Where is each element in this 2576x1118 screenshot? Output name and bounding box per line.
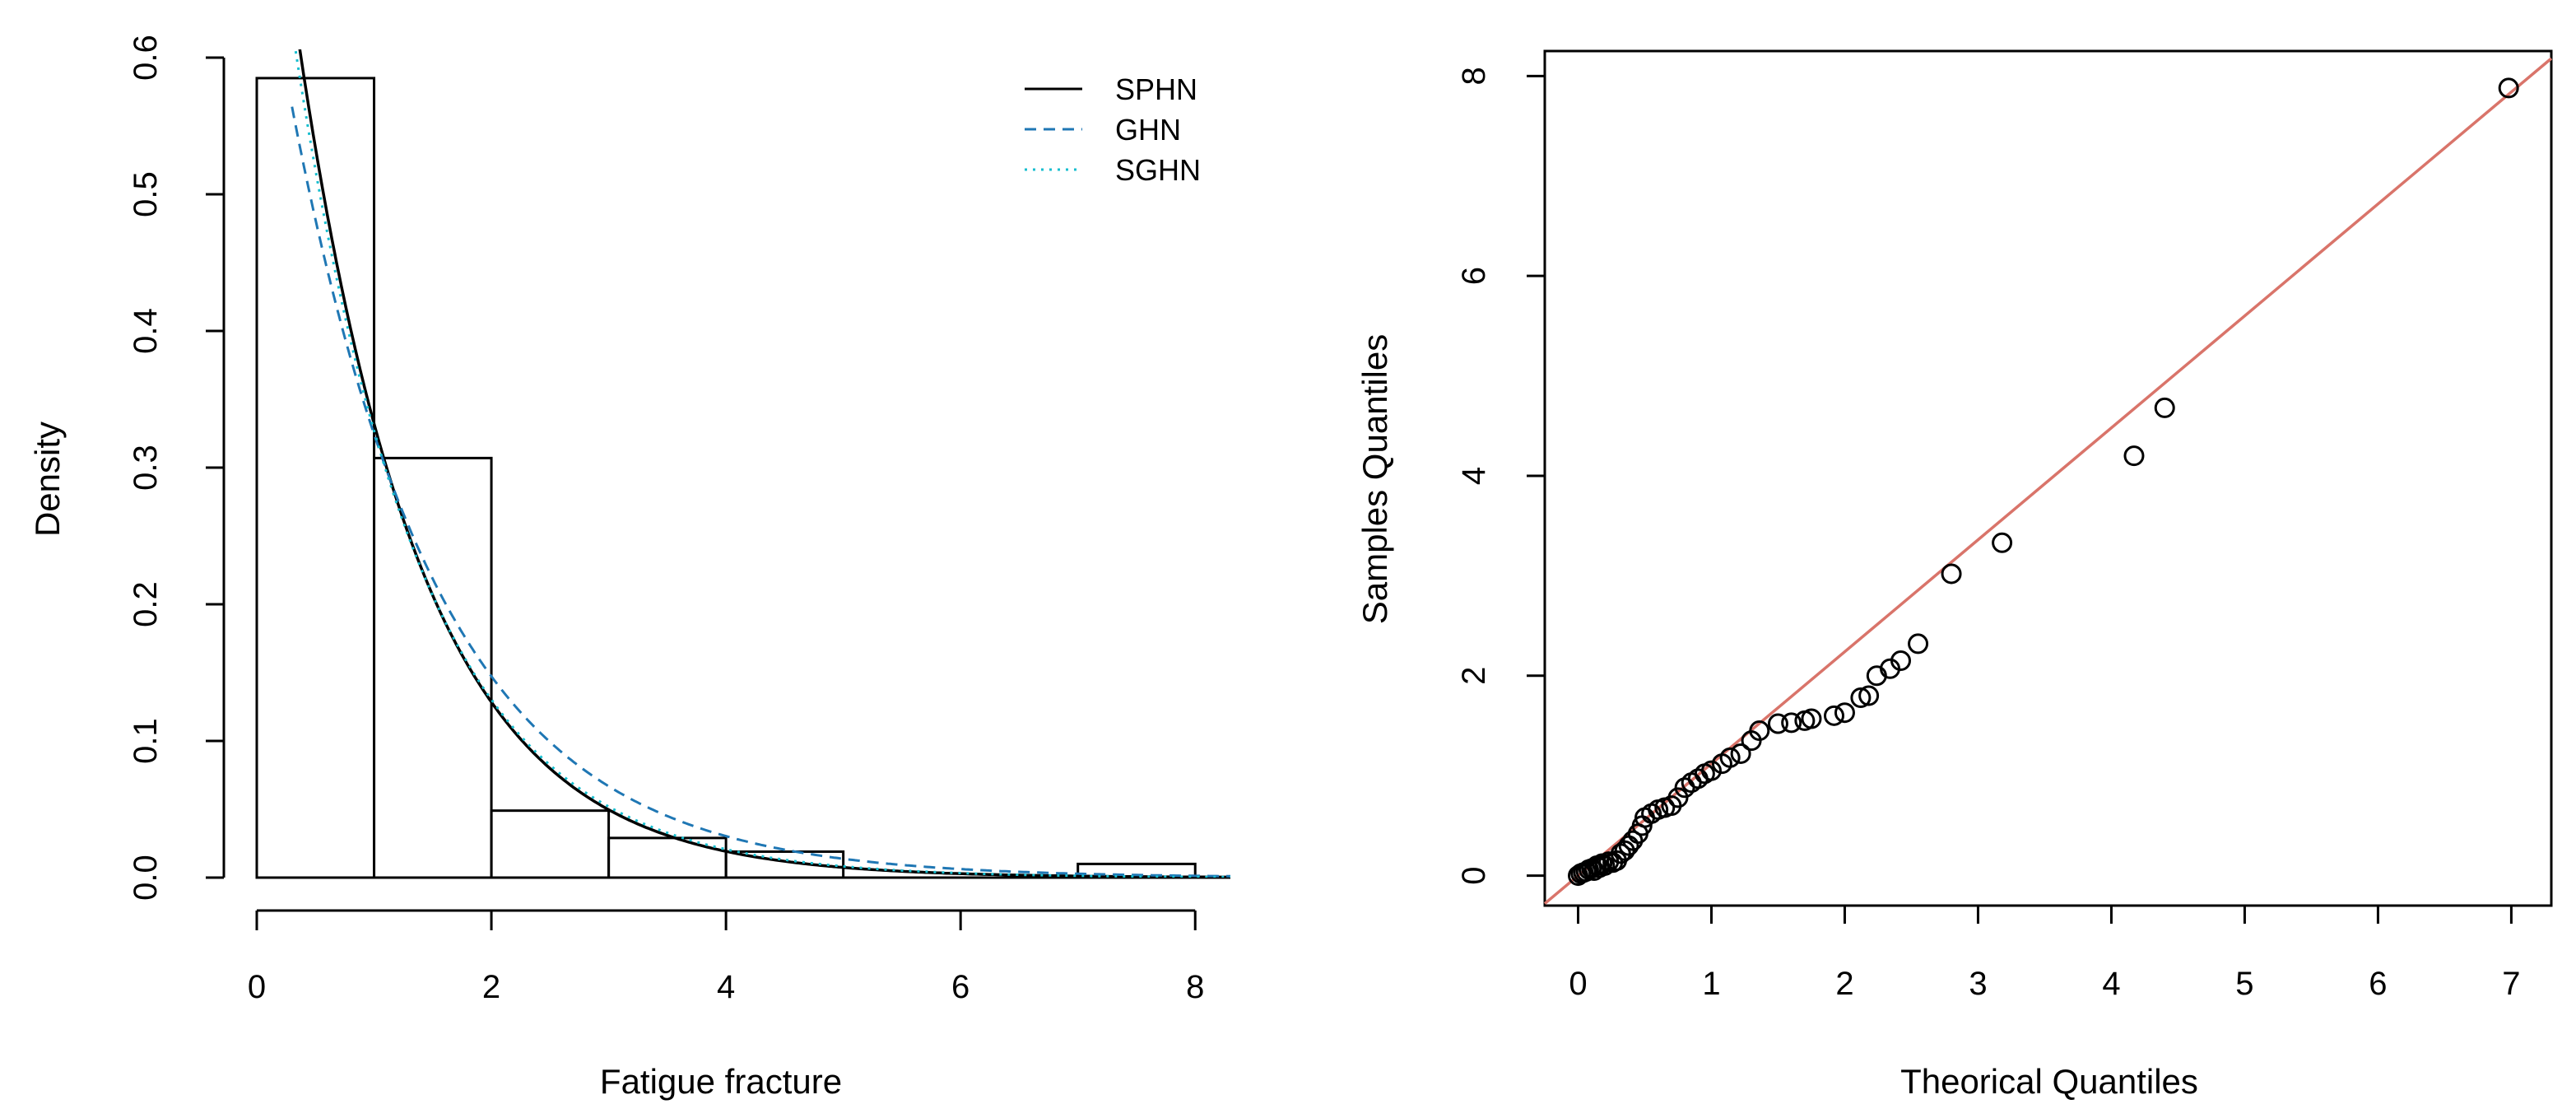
y-tick-label: 0.1 [128,718,164,764]
histogram-bars [255,77,1230,879]
density-curve-sghn [294,49,1230,878]
x-tick-label: 6 [951,969,969,1005]
qq-point [2498,77,2519,99]
legend: SPHN GHN SGHN [1025,72,1201,187]
x-ticks: 0 2 4 6 8 [248,911,1204,1005]
x-tick-label: 8 [1186,969,1204,1005]
qq-plot-panel: 0 1 2 3 4 5 6 7 0 2 4 6 8 Theorical Quantiles Sampl… [1355,49,2553,1101]
y-tick-label: 0.4 [128,308,164,354]
histogram-bar-0 [255,77,376,879]
x-axis-label: Fatigue fracture [600,1062,842,1101]
x-axis-label: Theorical Quantiles [1900,1062,2198,1101]
y-tick-label: 0.6 [128,35,164,81]
x-tick-label: 7 [2502,966,2520,1002]
qq-point [1801,708,1822,729]
x-tick-label: 6 [2369,966,2387,1002]
qq-point [1858,685,1880,706]
y-tick-label: 0 [1456,866,1492,884]
y-ticks: 0.0 0.1 0.2 0.3 0.4 0.5 0.6 [128,35,224,901]
qq-point [1824,705,1845,726]
qq-points [1567,77,2519,887]
y-tick-label: 8 [1456,67,1492,85]
x-tick-label: 5 [2235,966,2253,1002]
qq-point [1730,743,1751,764]
x-tick-label: 2 [1835,966,1853,1002]
density-curve-sphn [298,49,1230,878]
histogram-panel: 0 2 4 6 8 0.0 0.1 0.2 0.3 0.4 0.5 0.6 Fatigue frac… [28,35,1230,1101]
histogram-bar-1 [373,456,493,879]
y-axis-label: Samples Quantiles [1355,334,1394,625]
x-ticks: 0 1 2 3 4 5 6 7 [1569,906,2521,1002]
x-tick-label: 3 [1969,966,1987,1002]
y-tick-label: 0.3 [128,445,164,491]
x-tick-label: 1 [1702,966,1720,1002]
y-tick-label: 6 [1456,267,1492,285]
plot-box [1543,49,2553,907]
qq-point [2123,445,2145,467]
qq-point [1700,760,1722,781]
x-tick-label: 4 [2102,966,2120,1002]
density-curve-ghn [291,106,1230,878]
y-tick-label: 4 [1456,467,1492,485]
y-tick-label: 0.5 [128,171,164,217]
density-curves [291,49,1230,878]
histogram-bar-3 [607,836,728,879]
y-tick-label: 0.2 [128,581,164,627]
y-tick-label: 0.0 [128,855,164,901]
qq-point [1941,563,1962,585]
qq-point [1908,633,1929,654]
qq-point [1719,747,1741,768]
legend-label-ghn: GHN [1115,113,1181,147]
y-axis-label: Density [28,422,67,537]
qq-point [1992,532,2013,553]
histogram-bar-2 [490,809,611,879]
qq-point [1834,702,1855,724]
y-ticks: 0 2 4 6 8 [1456,67,1545,885]
qq-point [1781,712,1802,734]
x-tick-label: 0 [1569,966,1587,1002]
qq-point [1890,650,1912,672]
x-tick-label: 2 [482,969,500,1005]
qq-point [2154,397,2175,418]
y-tick-label: 2 [1456,667,1492,685]
x-tick-label: 0 [248,969,266,1005]
legend-label-sghn: SGHN [1115,153,1201,187]
qq-point [1850,687,1872,708]
qq-point [1749,720,1770,742]
legend-label-sphn: SPHN [1115,72,1197,106]
qq-point [1767,713,1788,734]
x-tick-label: 4 [717,969,735,1005]
